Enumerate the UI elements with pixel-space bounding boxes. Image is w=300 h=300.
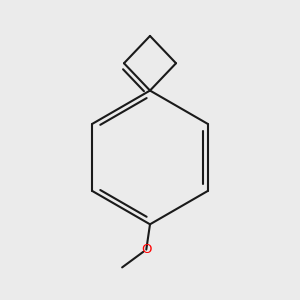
Text: O: O xyxy=(141,243,152,256)
